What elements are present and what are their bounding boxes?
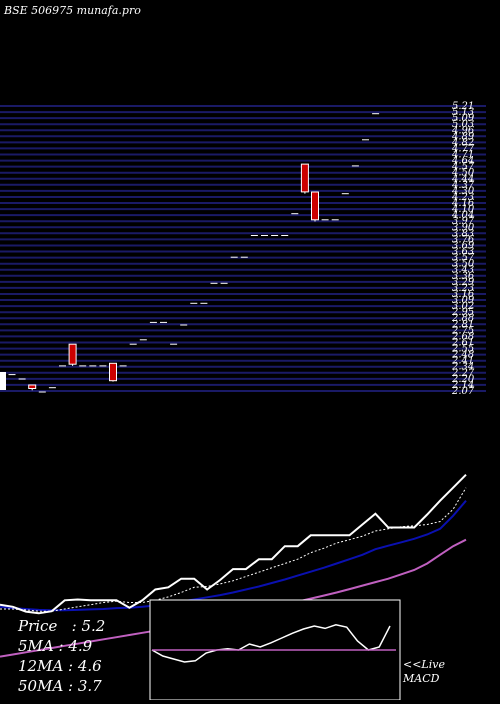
price-tick-label: 3.57 [452, 253, 475, 264]
price-tick-label: 2.41 [451, 356, 474, 367]
price-tick-label: 3.16 [452, 289, 475, 300]
price-tick-label: 4.44 [451, 174, 474, 185]
legend-5ma: 5MA : 4.9 [18, 637, 93, 655]
price-tick-label: 3.63 [452, 247, 474, 258]
left-edge-marker [0, 372, 6, 390]
price-tick-label: 4.82 [451, 137, 474, 148]
macd-label: MACD [403, 672, 440, 685]
price-tick-label: 2.34 [451, 362, 474, 373]
candle-body [300, 163, 309, 193]
price-tick-label: 4.64 [451, 156, 474, 167]
ma5-line [0, 487, 467, 612]
price-tick-label: 4.50 [451, 168, 475, 179]
candles [8, 113, 380, 393]
price-tick-label: 3.90 [452, 222, 475, 233]
price-tick-label: 4.71 [451, 150, 474, 161]
price-tick-label: 4.23 [451, 192, 474, 203]
price-tick-label: 3.02 [452, 301, 474, 312]
price-tick-label: 2.88 [451, 313, 474, 324]
price-tick-label: 5.13 [452, 107, 474, 118]
price-tick-label: 3.97 [452, 216, 475, 227]
price-tick-label: 5.03 [452, 119, 474, 130]
legend-12ma: 12MA : 4.6 [18, 657, 102, 675]
price-tick-label: 2.20 [451, 374, 475, 385]
price-tick-label: 4.89 [451, 131, 475, 142]
live-macd-label: <<Live MACD [403, 658, 445, 686]
price-tick-label: 4.96 [451, 125, 475, 136]
price-tick-label: 2.75 [451, 325, 474, 336]
ma12-line [0, 500, 467, 612]
price-tick-label: 2.61 [451, 338, 474, 349]
price-grid [0, 105, 486, 392]
price-tick-label: 2.14 [451, 380, 474, 391]
macd-lines [151, 624, 396, 663]
price-tick-label: 2.55 [451, 344, 474, 355]
candle-body [28, 384, 37, 389]
price-tick-label: 3.29 [452, 277, 475, 288]
price-tick-label: 5.09 [452, 113, 475, 124]
price-tick-label: 2.48 [451, 350, 474, 361]
price-tick-label: 3.23 [452, 283, 474, 294]
price-tick-label: 3.09 [452, 295, 475, 306]
watermark: BSE 506975 munafa.pro [4, 4, 141, 17]
price-tick-label: 3.43 [452, 265, 474, 276]
price-tick-label: 3.76 [452, 234, 475, 245]
price-tick-label: 4.57 [451, 162, 475, 173]
price-tick-label: 3.50 [452, 259, 475, 270]
price-tick-label: 4.04 [451, 210, 474, 221]
macd-line [151, 624, 391, 663]
price-tick-label: 2.81 [451, 319, 474, 330]
price-tick-label: 4.30 [451, 186, 475, 197]
price-tick-label: 4.77 [451, 143, 475, 154]
price-tick-label: 3.69 [452, 241, 475, 252]
price-tick-label: 4.10 [451, 204, 475, 215]
price-tick-label: 2.27 [451, 368, 475, 379]
candle-body [311, 191, 319, 221]
price-tick-label: 3.83 [452, 228, 474, 239]
candle-body [68, 343, 77, 365]
price-tick-label: 5.21 [452, 101, 474, 112]
candle-body [109, 362, 117, 382]
legend: Price : 5.2 5MA : 4.9 12MA : 4.6 50MA : … [18, 616, 105, 696]
price-tick-label: 2.07 [451, 386, 475, 397]
legend-price: Price : 5.2 [18, 617, 106, 635]
legend-50ma: 50MA : 3.7 [18, 677, 102, 695]
price-tick-label: 3.36 [452, 271, 475, 282]
price-tick-label: 4.16 [451, 198, 475, 209]
live-link[interactable]: <<Live [403, 658, 445, 671]
price-tick-label: 2.68 [451, 331, 474, 342]
price-line [0, 473, 467, 615]
price-tick-label: 2.95 [451, 307, 474, 318]
price-tick-labels: 5.215.135.095.034.964.894.824.774.714.64… [451, 101, 475, 397]
price-tick-label: 4.37 [451, 180, 475, 191]
